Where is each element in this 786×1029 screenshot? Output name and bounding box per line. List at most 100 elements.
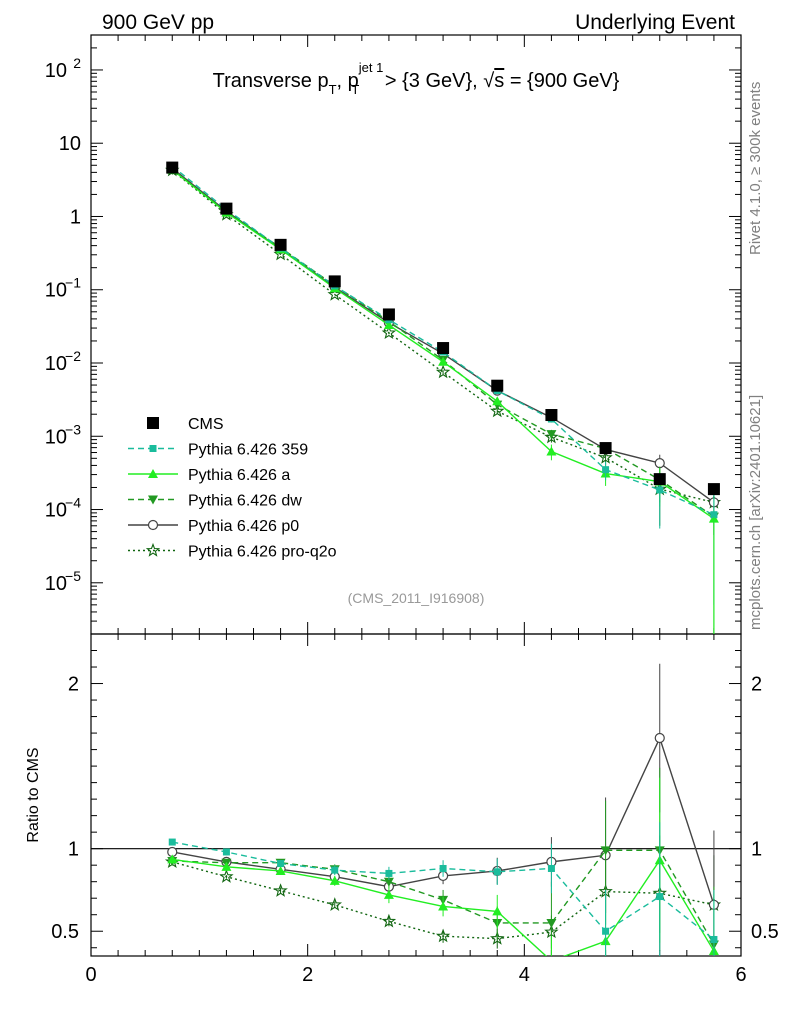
header-left-label: 900 GeV pp	[102, 11, 214, 34]
ratio-series-py359	[168, 822, 718, 956]
legend-label: Pythia 6.426 359	[188, 442, 308, 459]
ratio-point-py359	[547, 864, 555, 872]
legend-entry: CMS	[147, 416, 224, 433]
legend-marker	[148, 495, 158, 505]
side-label-bottom: mcplots.cern.ch [arXiv:2401.10621]	[747, 395, 764, 630]
main-ytick-exponent: −2	[65, 348, 81, 364]
ratio-point-pyq2o	[327, 897, 343, 912]
main-point-py359	[602, 466, 610, 474]
main-line-py359	[171, 165, 715, 516]
ratio-point-pydw	[546, 918, 557, 928]
ratio-point-py359	[656, 893, 664, 901]
ratio-point-pyq2o	[381, 913, 397, 928]
legend-marker	[147, 519, 159, 531]
legend-entry: Pythia 6.426 a	[128, 467, 290, 484]
legend-label: CMS	[188, 416, 224, 433]
main-point-data	[274, 238, 287, 251]
ratio-point-py359	[439, 864, 447, 872]
main-point-data	[707, 483, 720, 496]
main-ytick-exponent: −4	[65, 495, 81, 511]
ratio-point-pya	[167, 854, 178, 864]
analysis-id: (CMS_2011_I916908)	[348, 590, 485, 606]
main-point-data	[382, 308, 395, 321]
main-point-pyq2o	[381, 325, 397, 340]
main-series-pya	[167, 164, 719, 634]
legend-entry: Pythia 6.426 dw	[128, 493, 302, 510]
main-point-pyq2o	[489, 403, 505, 418]
ratio-ytick-label-right: 1	[751, 839, 762, 861]
main-point-data	[545, 409, 558, 422]
ratio-point-pya	[438, 901, 449, 911]
side-label-top: Rivet 4.1.0, ≥ 300k events	[747, 82, 764, 255]
main-ytick-exponent: −3	[65, 421, 81, 437]
main-series-group	[164, 161, 722, 634]
legend-marker	[147, 417, 159, 429]
main-point-data	[491, 379, 504, 392]
main-ytick-exponent: −1	[65, 275, 81, 291]
main-ytick-label: 1	[70, 206, 81, 228]
ratio-point-pydw	[600, 846, 611, 856]
ratio-series-group	[164, 663, 722, 956]
main-point-pya	[383, 320, 394, 330]
ratio-point-py359	[602, 927, 610, 935]
main-point-data	[328, 275, 341, 288]
legend-marker	[149, 445, 157, 452]
ratio-point-py359	[277, 860, 285, 868]
main-point-data	[599, 442, 612, 455]
ratio-point-pya	[551, 955, 552, 956]
main-series-pydw	[167, 166, 719, 634]
main-ytick-label: 10	[45, 280, 67, 302]
main-ytick-exponent: 2	[73, 55, 81, 71]
ratio-point-pyp0	[654, 732, 665, 744]
ratio-point-py359	[385, 869, 393, 877]
main-point-py359	[656, 486, 664, 494]
main-ytick-label: 10	[45, 353, 67, 375]
main-point-pyp0	[654, 458, 665, 469]
main-point-pyq2o	[544, 429, 559, 444]
legend: CMS Pythia 6.426 359 Pythia 6.426 a Pythia …	[128, 416, 337, 561]
main-ytick-label: 10	[45, 426, 67, 448]
ratio-point-pya	[221, 861, 232, 871]
ratio-ytick-label: 2	[68, 674, 79, 696]
ratio-ytick-label: 0.5	[51, 921, 79, 943]
legend-entry: Pythia 6.426 359	[128, 442, 308, 459]
ratio-xtick-label: 4	[519, 964, 530, 986]
legend-label: Pythia 6.426 dw	[188, 493, 302, 510]
ratio-point-pyq2o	[273, 883, 288, 897]
main-point-data	[220, 202, 233, 215]
ratio-point-pya	[329, 875, 340, 885]
ratio-axes: 0 2 4 60.5 0.51 12 2	[51, 634, 779, 986]
ratio-point-py359	[493, 868, 501, 876]
ratio-point-pyq2o	[489, 931, 505, 945]
ratio-series-pydw	[167, 767, 719, 956]
ratio-point-pydw	[383, 877, 394, 887]
legend-entry: Pythia 6.426 pro-q2o	[128, 542, 337, 561]
legend-label: Pythia 6.426 pro-q2o	[188, 544, 337, 561]
legend-label: Pythia 6.426 p0	[188, 518, 299, 535]
main-point-pya	[438, 356, 449, 366]
header-right-label: Underlying Event	[575, 11, 735, 34]
main-point-pyq2o	[435, 364, 451, 379]
ratio-point-pya	[492, 906, 503, 916]
ratio-clipped-group	[164, 663, 722, 956]
main-point-data	[653, 473, 666, 486]
main-ytick-label: 10	[45, 60, 67, 82]
main-point-pyq2o	[598, 450, 613, 464]
main-point-pyq2o	[327, 286, 343, 301]
main-ytick-label: 10	[45, 573, 67, 595]
main-point-py359	[710, 511, 718, 519]
ratio-point-pyq2o	[435, 928, 451, 943]
main-ytick-label: 10	[59, 133, 81, 155]
ratio-point-pya	[383, 889, 394, 899]
ratio-point-pyq2o	[219, 869, 234, 883]
ratio-ylabel: Ratio to CMS	[25, 747, 42, 842]
ratio-xtick-label: 6	[735, 964, 746, 986]
ratio-point-py359	[168, 838, 176, 846]
main-point-data	[437, 342, 450, 355]
main-ytick-label: 10	[45, 500, 67, 522]
main-point-pya	[492, 396, 503, 406]
ratio-panel-frame	[90, 633, 742, 957]
